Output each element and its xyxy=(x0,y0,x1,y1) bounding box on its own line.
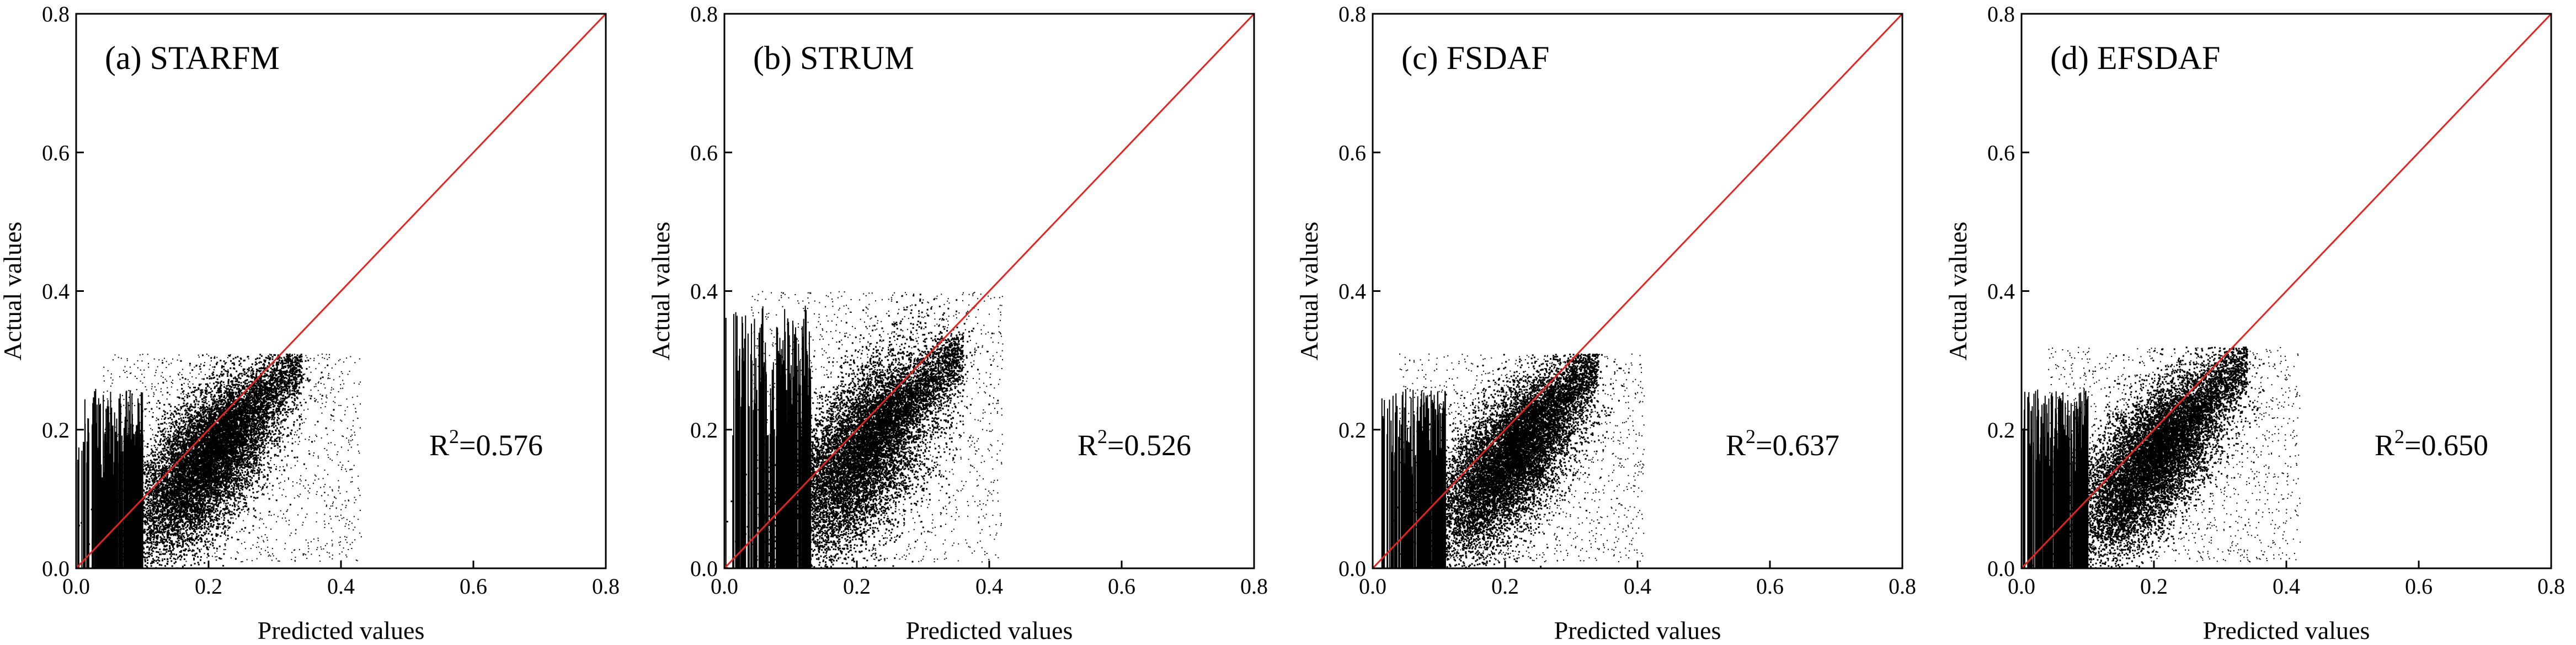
x-tick-label: 0.8 xyxy=(1889,574,1916,599)
r-squared-superscript: 2 xyxy=(1746,425,1756,447)
x-tick-label: 0.2 xyxy=(1491,574,1519,599)
panel-title: (c) FSDAF xyxy=(1401,40,1549,76)
y-axis-title: Actual values xyxy=(0,222,26,361)
x-tick-label: 0.8 xyxy=(592,574,620,599)
x-tick-label: 0.4 xyxy=(975,574,1003,599)
scatter-panel-3: 0.0 0.2 0.4 0.6 0.80.00.20.40.60.8Predicted … xyxy=(1295,2,1916,644)
y-tick-label: 0.4 xyxy=(690,279,718,304)
r-squared-superscript: 2 xyxy=(2394,425,2404,447)
x-axis-title: Predicted values xyxy=(258,616,425,644)
x-tick-label: 0.2 xyxy=(195,574,222,599)
y-tick-label: 0.8 xyxy=(1338,2,1366,26)
panel-title: (a) STARFM xyxy=(105,40,280,76)
y-axis-title: Actual values xyxy=(1944,222,1972,361)
r-squared-base: R xyxy=(1726,429,1746,462)
y-tick-label: 0.8 xyxy=(1987,2,2015,26)
y-tick-label: 0.6 xyxy=(42,140,70,165)
r-squared-annotation: R2=0.650 xyxy=(2375,425,2488,462)
r-squared-superscript: 2 xyxy=(1097,425,1107,447)
y-tick-label: 0.8 xyxy=(42,2,70,26)
r-squared-value: =0.576 xyxy=(459,429,543,462)
r-squared-annotation: R2=0.576 xyxy=(429,425,543,462)
y-tick-label: 0.2 xyxy=(690,418,718,443)
y-tick-label: 0.2 xyxy=(42,418,70,443)
y-tick-label: 0.0 xyxy=(1987,556,2015,581)
y-tick-label: 0.0 xyxy=(690,556,718,581)
r-squared-superscript: 2 xyxy=(449,425,459,447)
reference-line-1to1 xyxy=(2022,14,2551,568)
scatter-points xyxy=(1382,354,1645,570)
y-axis-title: Actual values xyxy=(647,222,675,361)
y-tick-label: 0.6 xyxy=(1338,140,1366,165)
x-axis-title: Predicted values xyxy=(1554,616,1721,644)
y-tick-label: 0.6 xyxy=(690,140,718,165)
scatter-dots xyxy=(1382,354,1645,570)
y-tick-label: 0.6 xyxy=(1987,140,2015,165)
reference-line-1to1 xyxy=(1373,14,1902,568)
x-tick-label: 0.6 xyxy=(1108,574,1135,599)
reference-line-1to1 xyxy=(724,14,1254,568)
scatter-dots xyxy=(2023,347,2301,570)
panel-title: (d) EFSDAF xyxy=(2050,40,2220,76)
x-tick-label: 0.4 xyxy=(2273,574,2300,599)
r-squared-base: R xyxy=(1078,429,1097,462)
y-tick-label: 0.4 xyxy=(1338,279,1366,304)
scatter-panel-1: 0.0 0.2 0.4 0.6 0.80.00.20.40.60.8Predicted … xyxy=(0,2,620,644)
panel-title: (b) STRUM xyxy=(753,40,914,76)
r-squared-value: =0.650 xyxy=(2404,429,2488,462)
y-tick-label: 0.0 xyxy=(42,556,70,581)
x-tick-label: 0.6 xyxy=(1756,574,1784,599)
x-tick-label: 0.8 xyxy=(1240,574,1268,599)
y-tick-label: 0.2 xyxy=(1338,418,1366,443)
y-tick-label: 0.4 xyxy=(1987,279,2015,304)
reference-line-1to1 xyxy=(76,14,606,568)
x-tick-label: 0.2 xyxy=(843,574,871,599)
scatter-points xyxy=(726,291,1004,570)
y-axis-title: Actual values xyxy=(1295,222,1323,361)
r-squared-base: R xyxy=(2375,429,2394,462)
r-squared-annotation: R2=0.526 xyxy=(1078,425,1191,462)
scatter-points xyxy=(77,354,362,570)
x-axis-title: Predicted values xyxy=(2203,616,2370,644)
scatter-panel-4: 0.0 0.2 0.4 0.6 0.80.00.20.40.60.8Predicted … xyxy=(1944,2,2565,644)
y-tick-label: 0.0 xyxy=(1338,556,1366,581)
x-tick-label: 0.4 xyxy=(327,574,355,599)
x-tick-label: 0.6 xyxy=(460,574,487,599)
scatter-panel-2: 0.0 0.2 0.4 0.6 0.80.00.20.40.60.8Predicted … xyxy=(647,2,1268,644)
x-tick-label: 0.4 xyxy=(1624,574,1651,599)
x-tick-label: 0.6 xyxy=(2405,574,2433,599)
scatter-dots xyxy=(726,291,1004,570)
x-tick-label: 0.2 xyxy=(2140,574,2168,599)
y-tick-label: 0.4 xyxy=(42,279,70,304)
scatter-points xyxy=(2023,347,2301,570)
r-squared-value: =0.637 xyxy=(1756,429,1839,462)
r-squared-base: R xyxy=(429,429,449,462)
r-squared-value: =0.526 xyxy=(1107,429,1191,462)
x-tick-label: 0.8 xyxy=(2537,574,2565,599)
r-squared-annotation: R2=0.637 xyxy=(1726,425,1839,462)
x-axis-title: Predicted values xyxy=(906,616,1073,644)
y-tick-label: 0.8 xyxy=(690,2,718,26)
y-tick-label: 0.2 xyxy=(1987,418,2015,443)
scatter-dots xyxy=(77,354,362,570)
